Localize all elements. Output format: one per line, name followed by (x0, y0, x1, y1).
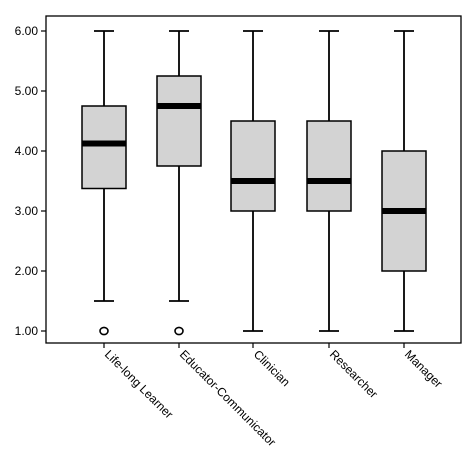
x-category-label: Clinician (251, 347, 293, 389)
x-category-label: Life-long Learner (102, 347, 176, 421)
y-tick-label: 2.00 (15, 264, 39, 278)
y-tick-label: 4.00 (15, 144, 39, 158)
box-researcher (306, 120, 352, 212)
y-tick-label: 1.00 (15, 324, 39, 338)
outlier-point (174, 326, 184, 336)
y-tick-label: 6.00 (15, 24, 39, 38)
box-clinician (230, 120, 276, 212)
x-category-label: Manager (402, 347, 445, 390)
outlier-point (99, 326, 109, 336)
x-category-label: Researcher (327, 347, 381, 401)
box-life-long-learner (81, 105, 127, 190)
plot-area: 1.00 2.00 3.00 4.00 5.00 6.00 Life-long Learne… (15, 15, 462, 449)
y-tick-label: 3.00 (15, 204, 39, 218)
box-educator-communicator (156, 75, 202, 167)
y-tick-label: 5.00 (15, 84, 39, 98)
